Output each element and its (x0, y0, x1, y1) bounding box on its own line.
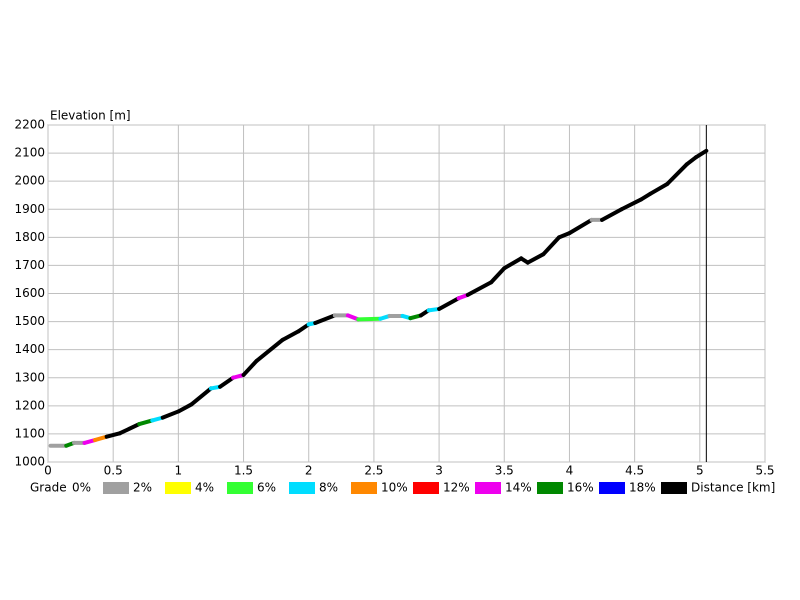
elevation-segment (254, 337, 285, 363)
y-tick-label: 1800 (14, 230, 45, 244)
legend-swatch (475, 482, 501, 494)
y-tick-label: 1300 (14, 370, 45, 384)
elevation-segment (218, 375, 236, 389)
y-tick-label: 2000 (14, 174, 45, 188)
y-tick-label: 1700 (14, 258, 45, 272)
elevation-segment (176, 402, 194, 414)
elevation-segment (600, 207, 624, 222)
elevation-segment (296, 322, 311, 334)
legend-label: 4% (195, 481, 214, 495)
legend-label: 12% (443, 481, 470, 495)
legend-label: 10% (381, 481, 408, 495)
x-tick-label: 2 (305, 464, 313, 478)
legend-swatch (227, 482, 253, 494)
y-tick-label: 1500 (14, 314, 45, 328)
legend-label: 6% (257, 481, 276, 495)
legend-label: 14% (505, 481, 532, 495)
elevation-segment (160, 409, 181, 420)
elevation-segment (619, 197, 644, 212)
legend-swatch (413, 482, 439, 494)
legend-label: 2% (133, 481, 152, 495)
legend-swatch (661, 482, 687, 494)
elevation-segment (665, 162, 689, 186)
elevation-segment (313, 313, 337, 325)
elevation-segment (437, 296, 461, 311)
x-tick-label: 5 (696, 464, 704, 478)
elevation-segment (92, 434, 109, 443)
elevation-segment (541, 235, 562, 257)
x-tick-label: 3 (435, 464, 443, 478)
legend-swatch (103, 482, 129, 494)
x-tick-label: 0.5 (104, 464, 123, 478)
x-tick-label: 1.5 (234, 464, 253, 478)
x-tick-label: 5.5 (755, 464, 774, 478)
elevation-segment (648, 181, 670, 196)
y-tick-label: 1600 (14, 286, 45, 300)
legend-swatch (165, 482, 191, 494)
elevation-segment (465, 280, 494, 297)
x-tick-label: 4.5 (625, 464, 644, 478)
y-tick-label: 1100 (14, 426, 45, 440)
x-axis-label: Distance [km] (691, 481, 775, 495)
y-tick-label: 2200 (14, 118, 45, 132)
legend-label: 18% (629, 481, 656, 495)
x-tick-label: 4 (566, 464, 574, 478)
y-tick-label: 1000 (14, 455, 45, 469)
y-tick-label: 2100 (14, 146, 45, 160)
elevation-segment (525, 252, 546, 265)
elevation-segment (356, 316, 383, 322)
elevation-segment (104, 431, 122, 439)
y-tick-label: 1200 (14, 398, 45, 412)
elevation-segment (189, 386, 213, 407)
elevation-segment (117, 422, 142, 436)
elevation-segment (489, 266, 507, 285)
legend-label: 0% (72, 481, 91, 495)
y-axis-label: Elevation [m] (50, 109, 131, 123)
y-tick-label: 1400 (14, 342, 45, 356)
legend-title: Grade (30, 481, 67, 495)
legend-label: 16% (567, 481, 594, 495)
x-tick-label: 1 (175, 464, 183, 478)
legend-swatch (599, 482, 625, 494)
legend-swatch (289, 482, 315, 494)
legend-swatch (537, 482, 563, 494)
elevation-segment (567, 217, 594, 236)
elevation-segment (280, 329, 301, 342)
legend-label: 8% (319, 481, 338, 495)
x-tick-label: 3.5 (495, 464, 514, 478)
x-tick-label: 2.5 (364, 464, 383, 478)
elevation-segment (693, 148, 709, 160)
elevation-segment (241, 358, 259, 377)
elevation-segment (137, 418, 155, 427)
elevation-segment (502, 256, 524, 271)
y-tick-label: 1900 (14, 202, 45, 216)
x-tick-label: 0 (44, 464, 52, 478)
legend-swatch (351, 482, 377, 494)
